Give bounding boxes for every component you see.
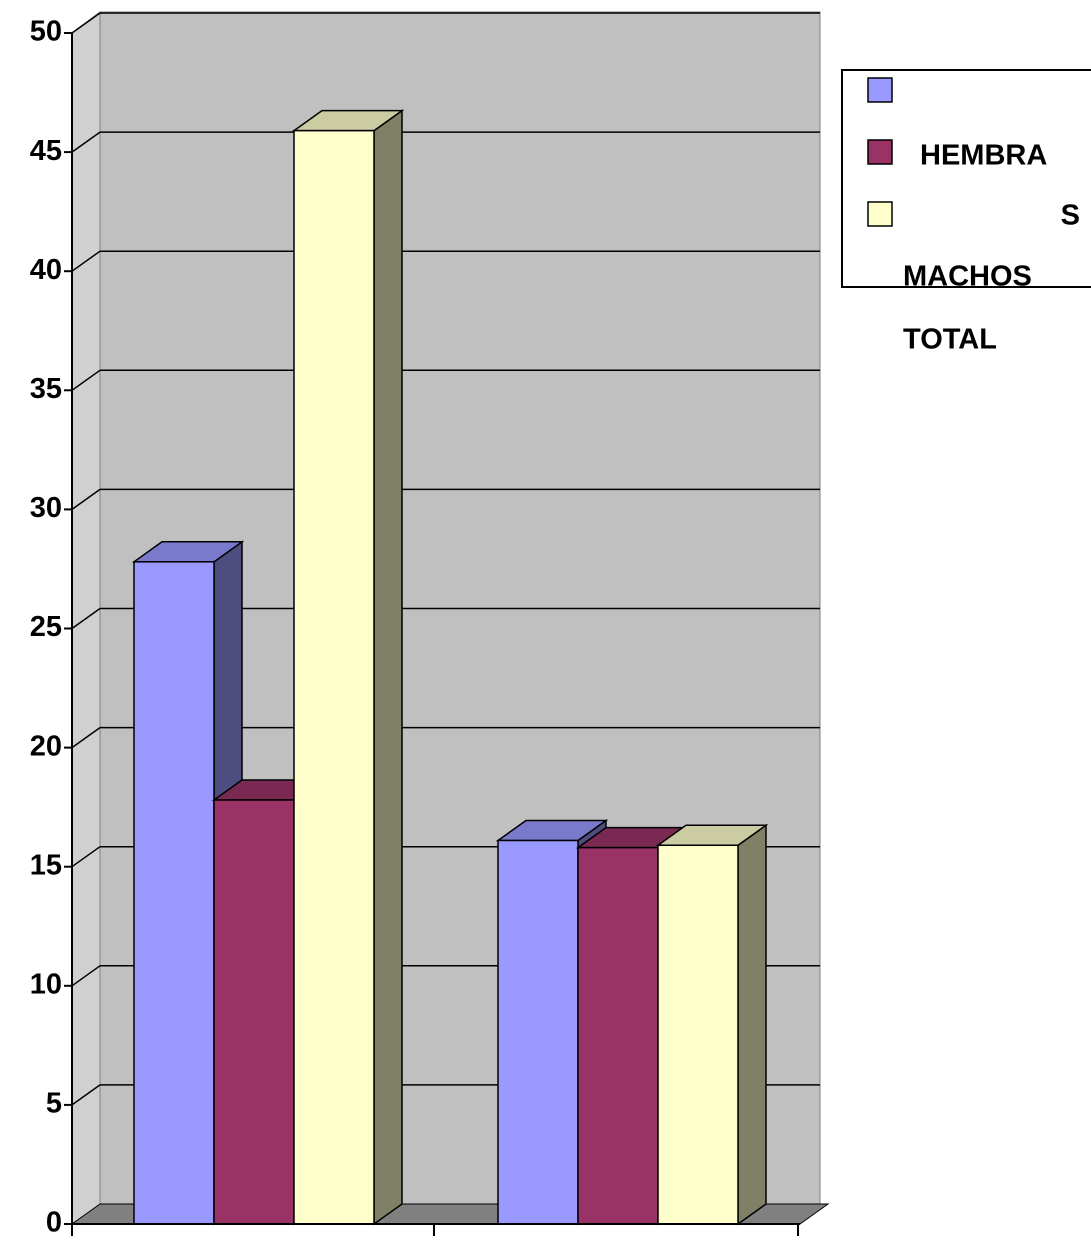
legend-label: S	[1061, 200, 1080, 232]
y-tick-label: 45	[30, 135, 62, 167]
y-tick-label: 10	[30, 968, 62, 1000]
y-tick-label: 40	[30, 254, 62, 286]
bar	[293, 129, 375, 1225]
bar	[497, 839, 579, 1225]
y-tick-label: 0	[46, 1207, 62, 1239]
y-tick-label: 35	[30, 373, 62, 405]
grid-line	[71, 726, 101, 749]
legend-swatch	[867, 201, 893, 227]
grid-line	[71, 250, 101, 272]
legend-label: MACHOS	[903, 261, 1032, 293]
y-tick-label: 50	[30, 16, 62, 48]
grid-line	[71, 131, 101, 153]
y-tick-label: 15	[30, 849, 62, 881]
bar	[577, 846, 659, 1225]
grid-line	[71, 488, 101, 511]
grid-line	[71, 965, 101, 987]
grid-line	[71, 12, 101, 34]
legend-box	[841, 69, 1091, 288]
legend-label: TOTAL	[903, 324, 997, 356]
legend-swatch	[867, 139, 893, 165]
bar	[133, 561, 215, 1225]
bar	[657, 844, 739, 1225]
grid-line	[71, 607, 101, 630]
grid-line	[71, 369, 101, 391]
grid-line	[71, 846, 101, 868]
bar	[213, 799, 295, 1225]
y-tick-label: 30	[30, 492, 62, 524]
legend-swatch	[867, 77, 893, 103]
legend-label: HEMBRA	[920, 140, 1047, 172]
grid-line	[71, 1084, 101, 1106]
legend: HEMBRA S MACHOS TOTAL	[841, 69, 1091, 356]
y-tick-label: 20	[30, 730, 62, 762]
y-tick-label: 25	[30, 611, 62, 643]
bar-side	[373, 109, 403, 1226]
y-tick-label: 5	[46, 1088, 62, 1120]
bar-side	[737, 823, 767, 1226]
